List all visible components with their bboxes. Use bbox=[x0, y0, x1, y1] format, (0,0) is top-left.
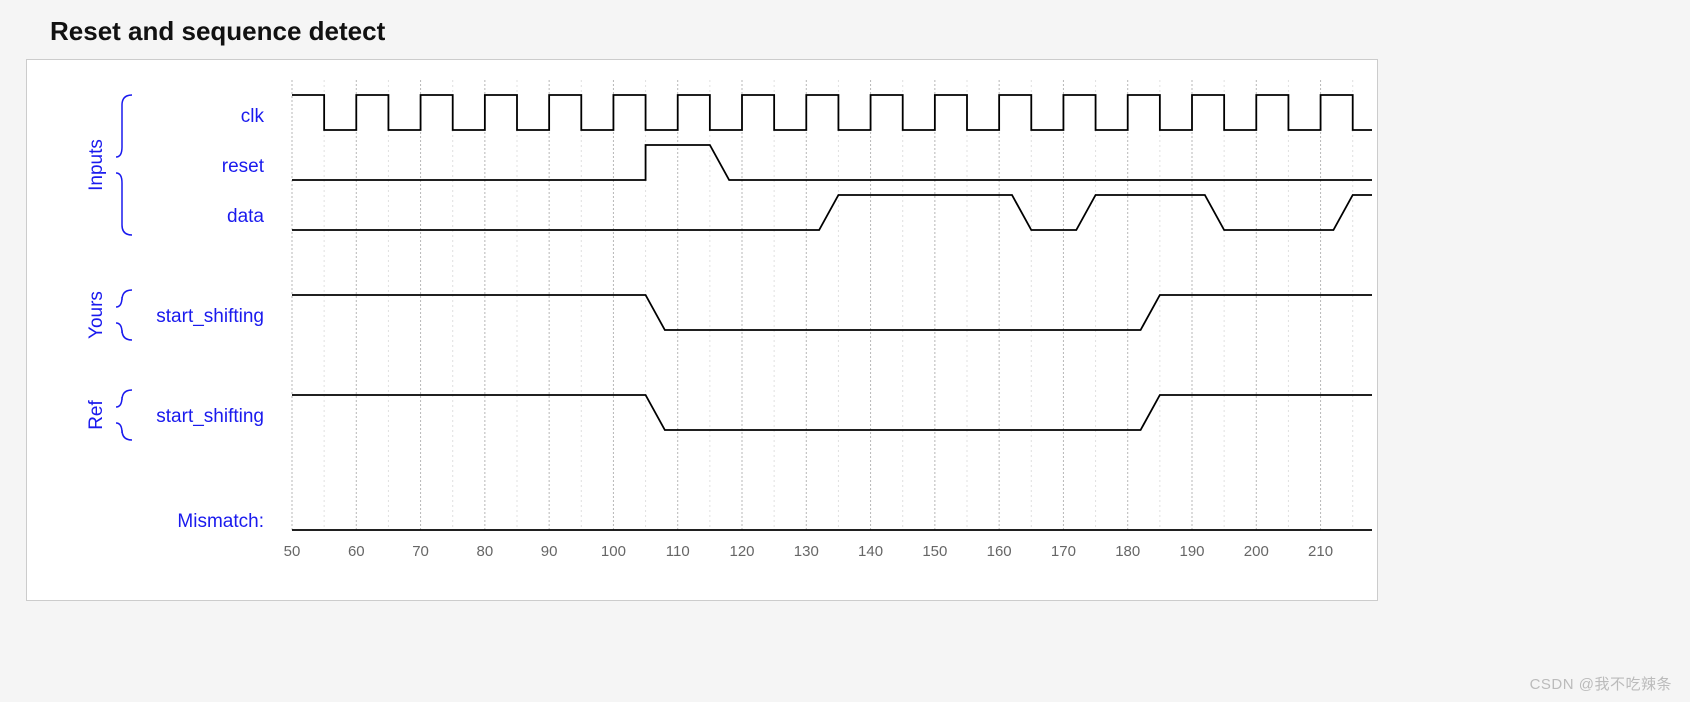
svg-text:160: 160 bbox=[987, 543, 1012, 560]
svg-text:Mismatch:: Mismatch: bbox=[177, 511, 264, 532]
svg-text:Ref: Ref bbox=[86, 400, 107, 430]
svg-text:190: 190 bbox=[1179, 543, 1204, 560]
svg-text:130: 130 bbox=[794, 543, 819, 560]
svg-text:140: 140 bbox=[858, 543, 883, 560]
timing-panel: 50 60 70 80 90 100 110 120 130 140 150 160 170 180 190… bbox=[26, 59, 1378, 601]
svg-text:100: 100 bbox=[601, 543, 626, 560]
svg-text:150: 150 bbox=[922, 543, 947, 560]
page: Reset and sequence detect 50 60 70 80 90 100 1… bbox=[0, 0, 1690, 702]
svg-text:210: 210 bbox=[1308, 543, 1333, 560]
svg-text:200: 200 bbox=[1244, 543, 1269, 560]
svg-text:70: 70 bbox=[412, 543, 429, 560]
svg-text:120: 120 bbox=[729, 543, 754, 560]
watermark: CSDN @我不吃辣条 bbox=[1530, 673, 1672, 694]
svg-text:start_shifting: start_shifting bbox=[156, 306, 264, 327]
svg-text:data: data bbox=[227, 206, 264, 227]
page-title: Reset and sequence detect bbox=[50, 16, 1670, 47]
svg-text:Inputs: Inputs bbox=[86, 139, 107, 191]
svg-text:170: 170 bbox=[1051, 543, 1076, 560]
svg-text:80: 80 bbox=[477, 543, 494, 560]
timing-diagram: 50 60 70 80 90 100 110 120 130 140 150 160 170 180 190… bbox=[27, 60, 1377, 600]
svg-text:50: 50 bbox=[284, 543, 301, 560]
svg-text:reset: reset bbox=[222, 156, 265, 177]
svg-text:60: 60 bbox=[348, 543, 365, 560]
svg-text:clk: clk bbox=[241, 106, 265, 127]
svg-text:start_shifting: start_shifting bbox=[156, 406, 264, 427]
svg-text:180: 180 bbox=[1115, 543, 1140, 560]
svg-text:90: 90 bbox=[541, 543, 558, 560]
svg-text:Yours: Yours bbox=[86, 291, 107, 339]
svg-text:110: 110 bbox=[666, 543, 690, 560]
